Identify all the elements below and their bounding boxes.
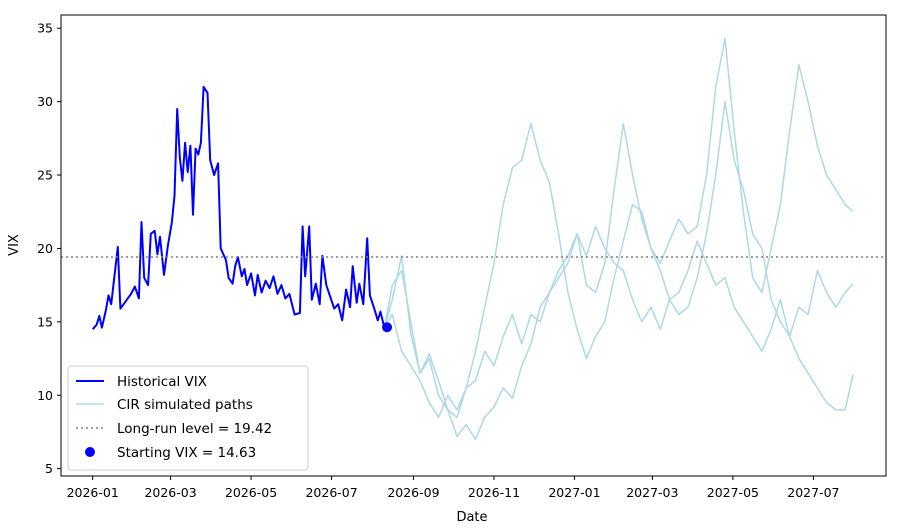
x-tick-label: 2027-05 (707, 485, 759, 500)
legend-box (67, 365, 309, 471)
legend: Historical VIX CIR simulated paths Long-… (67, 365, 309, 471)
y-tick-label: 10 (37, 388, 53, 403)
legend-starting-swatch (85, 447, 95, 457)
x-tick-label: 2026-01 (67, 485, 119, 500)
x-tick-label: 2026-11 (468, 485, 520, 500)
legend-historical-label: Historical VIX (117, 374, 207, 390)
y-axis: 5 10 15 20 25 30 35 (37, 21, 61, 476)
plot-area (61, 37, 886, 441)
x-tick-label: 2027-01 (548, 485, 600, 500)
y-tick-label: 30 (37, 94, 53, 109)
legend-simulated-label: CIR simulated paths (117, 397, 253, 413)
x-tick-label: 2027-07 (787, 485, 839, 500)
y-tick-label: 25 (37, 168, 53, 183)
simulated-paths (383, 37, 854, 441)
x-axis-label: Date (456, 510, 487, 525)
x-tick-label: 2026-07 (305, 485, 357, 500)
simulated-path-3 (383, 37, 854, 419)
y-axis-label: VIX (7, 234, 22, 256)
legend-starting-label: Starting VIX = 14.63 (117, 445, 256, 461)
starting-vix-point (382, 322, 393, 333)
x-tick-label: 2026-05 (225, 485, 277, 500)
y-tick-label: 35 (37, 21, 53, 36)
legend-long-run-label: Long-run level = 19.42 (117, 421, 272, 437)
y-tick-label: 20 (37, 241, 53, 256)
x-tick-label: 2027-03 (626, 485, 678, 500)
simulated-path-1 (383, 225, 854, 441)
axes-frame (60, 14, 887, 477)
simulated-path-2 (383, 100, 854, 419)
reference-lines (61, 256, 886, 333)
y-tick-label: 15 (37, 314, 53, 329)
x-tick-label: 2026-03 (144, 485, 196, 500)
historical-vix-line (91, 85, 386, 330)
historical-line (91, 85, 386, 330)
x-tick-label: 2026-09 (387, 485, 439, 500)
x-axis: 2026-01 2026-03 2026-05 2026-07 2026-09 2026-… (67, 476, 840, 500)
y-tick-label: 5 (45, 461, 53, 476)
